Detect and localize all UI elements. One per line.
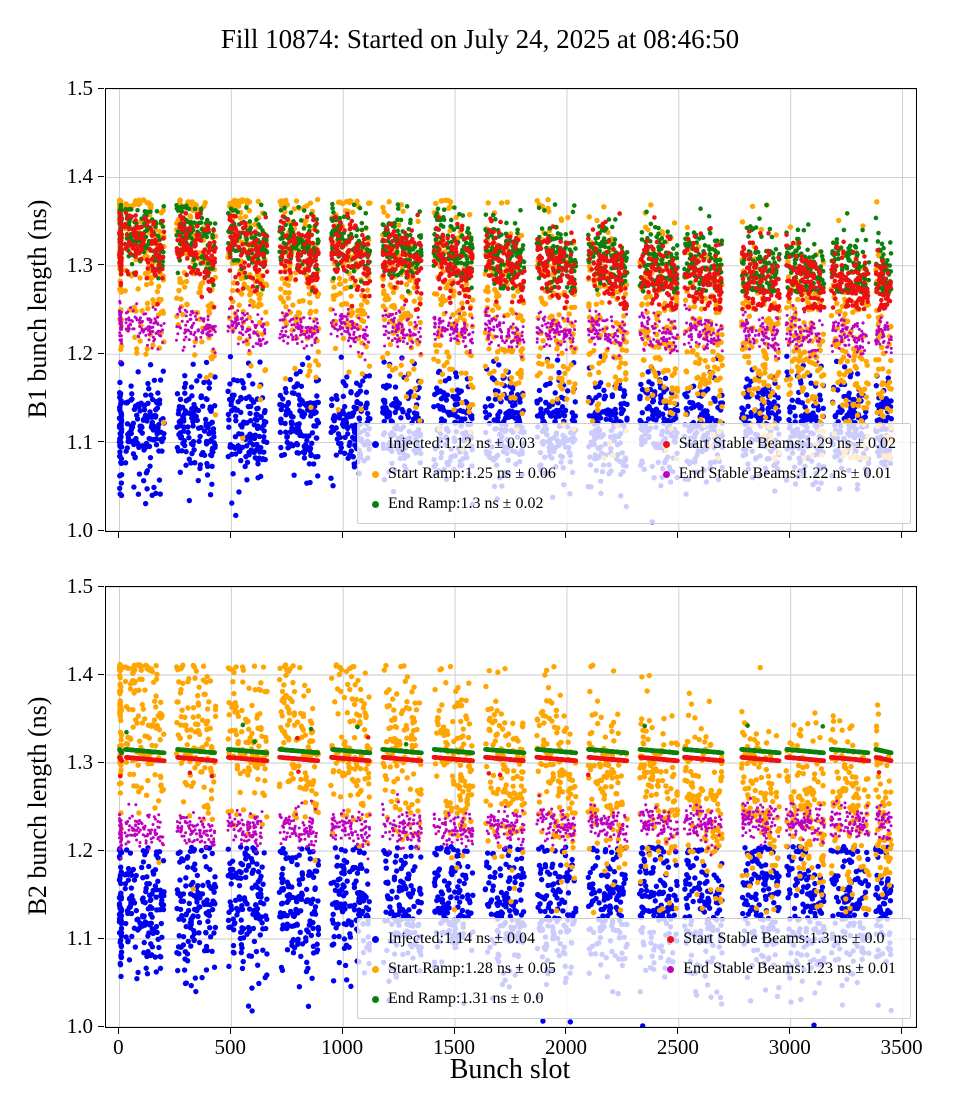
legend-marker-start-stable-icon xyxy=(667,935,675,943)
legend-label-start-ramp: Start Ramp:1.25 ns ± 0.06 xyxy=(388,465,556,482)
legend-entry-injected: Injected:1.12 ns ± 0.03 xyxy=(372,435,556,453)
legend-entry-end-stable: End Stable Beams:1.22 ns ± 0.01 xyxy=(662,465,896,483)
y-tick-mark xyxy=(98,673,104,675)
x-tick-mark xyxy=(901,1028,903,1034)
x-tick-label: 0 xyxy=(113,1035,124,1059)
x-tick-label: 1000 xyxy=(321,1035,364,1059)
legend-marker-end-stable-icon xyxy=(662,470,670,478)
y-tick-label: 1.1 xyxy=(66,429,93,454)
x-axis-label: Bunch slot xyxy=(449,1054,571,1085)
y-tick-mark xyxy=(98,585,104,587)
legend-label-end-ramp: End Ramp:1.3 ns ± 0.02 xyxy=(388,495,544,512)
x-tick-mark xyxy=(117,1028,119,1034)
legend-marker-start-ramp-icon xyxy=(372,965,379,973)
legend-entry-start-stable: Start Stable Beams:1.29 ns ± 0.02 xyxy=(662,435,896,453)
y-tick-label: 1.5 xyxy=(66,76,93,100)
x-tick-mark xyxy=(901,532,903,538)
x-tick-mark xyxy=(453,532,455,538)
legend-label-end-ramp: End Ramp:1.31 ns ± 0.0 xyxy=(388,990,544,1007)
legend-label-injected: Injected:1.12 ns ± 0.03 xyxy=(388,435,535,452)
legend-b2-column-2: Start Stable Beams:1.3 ns ± 0.0 End Stab… xyxy=(667,930,896,1007)
legend-marker-end-stable-icon xyxy=(667,965,675,973)
x-tick-mark xyxy=(341,1028,343,1034)
y-tick-label: 1.1 xyxy=(66,926,93,950)
figure-title: Fill 10874: Started on July 24, 2025 at … xyxy=(220,24,740,54)
legend-marker-end-ramp-icon xyxy=(372,995,379,1003)
y-tick-mark xyxy=(98,937,104,939)
x-tick-mark xyxy=(565,532,567,538)
legend-entry-end-ramp: End Ramp:1.3 ns ± 0.02 xyxy=(372,495,556,513)
legend-label-start-stable: Start Stable Beams:1.29 ns ± 0.02 xyxy=(678,435,896,452)
y-tick-mark xyxy=(98,264,104,266)
y-tick-label: 1.3 xyxy=(66,750,93,774)
y-tick-label: 1.3 xyxy=(66,252,93,277)
legend-marker-injected-icon xyxy=(372,935,379,943)
y-tick-label: 1.5 xyxy=(66,574,93,598)
legend-b1-column-1: Injected:1.12 ns ± 0.03 Start Ramp:1.25 … xyxy=(372,435,556,512)
y-tick-mark xyxy=(98,529,104,531)
legend-entry-injected: Injected:1.14 ns ± 0.04 xyxy=(372,930,556,948)
y-tick-label: 1.0 xyxy=(66,1014,93,1038)
x-tick-label: 2500 xyxy=(656,1035,699,1059)
x-tick-mark xyxy=(789,532,791,538)
legend-entry-start-ramp: Start Ramp:1.28 ns ± 0.05 xyxy=(372,960,556,978)
legend-entry-start-ramp: Start Ramp:1.25 ns ± 0.06 xyxy=(372,465,556,483)
y-tick-label: 1.2 xyxy=(66,341,93,366)
legend-entry-start-stable: Start Stable Beams:1.3 ns ± 0.0 xyxy=(667,930,896,948)
x-tick-mark xyxy=(789,1028,791,1034)
y-tick-mark xyxy=(98,849,104,851)
legend-label-start-stable: Start Stable Beams:1.3 ns ± 0.0 xyxy=(683,930,885,947)
y-tick-label: 1.2 xyxy=(66,838,93,862)
legend-b1: Injected:1.12 ns ± 0.03 Start Ramp:1.25 … xyxy=(357,423,911,524)
y-tick-mark xyxy=(98,1025,104,1027)
legend-label-end-stable: End Stable Beams:1.22 ns ± 0.01 xyxy=(678,465,892,482)
y-tick-mark xyxy=(98,761,104,763)
legend-marker-start-ramp-icon xyxy=(372,470,379,478)
y-tick-mark xyxy=(98,87,104,89)
x-tick-label: 2000 xyxy=(544,1035,587,1059)
x-tick-label: 1500 xyxy=(433,1035,476,1059)
y-tick-label: 1.4 xyxy=(66,164,93,189)
x-tick-label: 500 xyxy=(214,1035,247,1059)
x-tick-label: 3000 xyxy=(768,1035,811,1059)
y-axis-label-b1: B1 bunch length (ns) xyxy=(23,199,52,419)
x-tick-label: 3500 xyxy=(880,1035,923,1059)
y-axis-label-b2: B2 bunch length (ns) xyxy=(23,696,52,916)
y-tick-mark xyxy=(98,441,104,443)
legend-label-injected: Injected:1.14 ns ± 0.04 xyxy=(388,930,535,947)
y-tick-mark xyxy=(98,175,104,177)
legend-label-end-stable: End Stable Beams:1.23 ns ± 0.01 xyxy=(683,960,896,977)
legend-entry-end-stable: End Stable Beams:1.23 ns ± 0.01 xyxy=(667,960,896,978)
legend-b2: Injected:1.14 ns ± 0.04 Start Ramp:1.28 … xyxy=(357,918,911,1019)
legend-b2-column-1: Injected:1.14 ns ± 0.04 Start Ramp:1.28 … xyxy=(372,930,556,1007)
y-tick-mark xyxy=(98,352,104,354)
legend-b1-column-2: Start Stable Beams:1.29 ns ± 0.02 End St… xyxy=(662,435,896,512)
legend-entry-end-ramp: End Ramp:1.31 ns ± 0.0 xyxy=(372,990,556,1008)
x-tick-mark xyxy=(341,532,343,538)
y-tick-label: 1.4 xyxy=(66,662,93,686)
legend-marker-start-stable-icon xyxy=(662,440,670,448)
legend-marker-injected-icon xyxy=(372,440,379,448)
x-tick-mark xyxy=(453,1028,455,1034)
x-tick-mark xyxy=(229,1028,231,1034)
x-tick-mark xyxy=(677,532,679,538)
x-tick-mark xyxy=(117,532,119,538)
y-tick-label: 1.0 xyxy=(66,518,93,542)
legend-marker-end-ramp-icon xyxy=(372,500,379,508)
x-tick-mark xyxy=(229,532,231,538)
legend-label-start-ramp: Start Ramp:1.28 ns ± 0.05 xyxy=(388,960,556,977)
x-tick-mark xyxy=(565,1028,567,1034)
x-tick-mark xyxy=(677,1028,679,1034)
